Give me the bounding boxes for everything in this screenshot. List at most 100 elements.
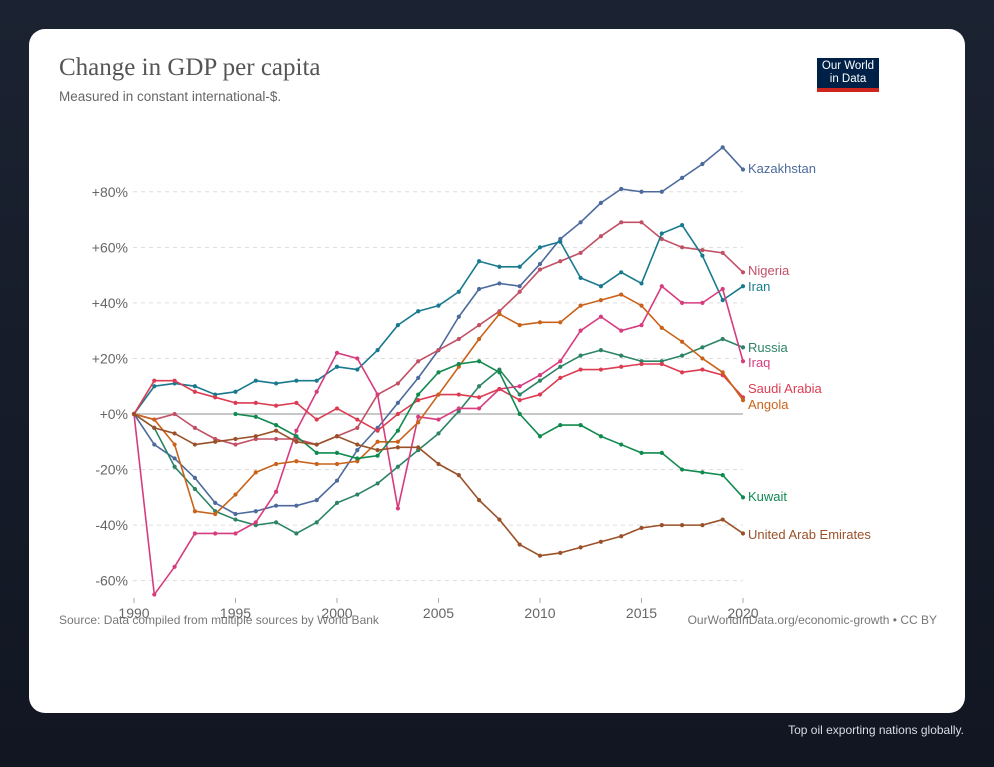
- data-point[interactable]: [334, 350, 340, 355]
- data-point[interactable]: [416, 414, 421, 419]
- data-point[interactable]: [639, 189, 644, 194]
- data-point[interactable]: [456, 336, 461, 342]
- data-point[interactable]: [192, 384, 197, 389]
- data-point[interactable]: [659, 231, 664, 236]
- data-point[interactable]: [720, 286, 725, 292]
- data-point[interactable]: [172, 564, 177, 569]
- data-point[interactable]: [477, 336, 482, 342]
- data-point[interactable]: [700, 300, 705, 305]
- data-point[interactable]: [416, 359, 421, 364]
- data-point[interactable]: [233, 492, 238, 497]
- data-point[interactable]: [537, 378, 543, 383]
- data-point[interactable]: [558, 423, 563, 428]
- data-point[interactable]: [355, 448, 360, 453]
- data-point[interactable]: [314, 461, 319, 467]
- data-point[interactable]: [619, 186, 624, 192]
- data-point[interactable]: [375, 481, 380, 486]
- data-point[interactable]: [680, 175, 685, 180]
- data-point[interactable]: [395, 400, 400, 405]
- data-point[interactable]: [416, 398, 421, 403]
- data-point[interactable]: [355, 356, 360, 361]
- data-point[interactable]: [334, 364, 340, 369]
- data-point[interactable]: [558, 364, 563, 369]
- series-angola[interactable]: [131, 292, 746, 517]
- data-point[interactable]: [578, 275, 583, 280]
- data-point[interactable]: [456, 289, 461, 294]
- data-point[interactable]: [416, 445, 421, 450]
- data-point[interactable]: [172, 431, 177, 436]
- data-point[interactable]: [233, 511, 238, 517]
- data-point[interactable]: [619, 220, 624, 225]
- data-point[interactable]: [395, 445, 400, 450]
- data-point[interactable]: [477, 259, 482, 264]
- data-point[interactable]: [598, 284, 604, 289]
- data-point[interactable]: [700, 247, 705, 253]
- data-point[interactable]: [274, 436, 279, 442]
- series-united-arab-emirates[interactable]: [131, 411, 746, 558]
- data-point[interactable]: [659, 284, 664, 289]
- data-point[interactable]: [680, 523, 685, 528]
- data-point[interactable]: [720, 298, 725, 303]
- data-point[interactable]: [436, 370, 441, 375]
- data-point[interactable]: [639, 303, 644, 308]
- data-point[interactable]: [578, 250, 583, 255]
- data-point[interactable]: [578, 220, 583, 225]
- data-point[interactable]: [680, 370, 685, 375]
- data-point[interactable]: [355, 442, 360, 447]
- data-point[interactable]: [517, 264, 522, 269]
- data-point[interactable]: [517, 542, 522, 547]
- data-point[interactable]: [700, 345, 705, 350]
- data-point[interactable]: [395, 506, 400, 511]
- data-point[interactable]: [659, 450, 664, 455]
- data-point[interactable]: [253, 414, 258, 419]
- data-point[interactable]: [213, 439, 218, 444]
- series-label-kuwait[interactable]: Kuwait: [748, 489, 787, 504]
- data-point[interactable]: [740, 167, 746, 172]
- data-point[interactable]: [334, 478, 340, 483]
- data-point[interactable]: [375, 428, 380, 433]
- data-point[interactable]: [355, 492, 360, 497]
- data-point[interactable]: [233, 436, 238, 442]
- data-point[interactable]: [294, 400, 299, 405]
- data-point[interactable]: [680, 467, 685, 472]
- data-point[interactable]: [456, 473, 461, 478]
- data-point[interactable]: [598, 298, 604, 303]
- data-point[interactable]: [314, 442, 319, 447]
- data-point[interactable]: [477, 359, 482, 364]
- data-point[interactable]: [700, 253, 705, 258]
- data-point[interactable]: [253, 400, 258, 405]
- data-point[interactable]: [416, 392, 421, 397]
- data-point[interactable]: [659, 361, 664, 367]
- data-point[interactable]: [740, 345, 746, 350]
- data-point[interactable]: [537, 261, 543, 267]
- data-point[interactable]: [740, 359, 746, 364]
- data-point[interactable]: [192, 531, 197, 536]
- data-point[interactable]: [233, 442, 238, 447]
- data-point[interactable]: [700, 356, 705, 361]
- data-point[interactable]: [537, 434, 543, 439]
- data-point[interactable]: [152, 378, 157, 383]
- data-point[interactable]: [537, 267, 543, 272]
- series-label-kazakhstan[interactable]: Kazakhstan: [748, 161, 816, 176]
- data-point[interactable]: [416, 420, 421, 425]
- data-point[interactable]: [334, 461, 340, 467]
- data-point[interactable]: [517, 284, 522, 289]
- series-line-kuwait[interactable]: [235, 360, 744, 498]
- series-iran[interactable]: [131, 222, 746, 417]
- data-point[interactable]: [456, 392, 461, 397]
- data-point[interactable]: [416, 309, 421, 314]
- data-point[interactable]: [659, 325, 664, 330]
- data-point[interactable]: [619, 292, 624, 297]
- data-point[interactable]: [659, 523, 664, 528]
- series-label-nigeria[interactable]: Nigeria: [748, 263, 790, 278]
- data-point[interactable]: [192, 442, 197, 447]
- data-point[interactable]: [456, 314, 461, 319]
- data-point[interactable]: [314, 498, 319, 503]
- data-point[interactable]: [233, 531, 238, 536]
- data-point[interactable]: [314, 389, 319, 394]
- data-point[interactable]: [558, 239, 563, 244]
- data-point[interactable]: [294, 531, 299, 536]
- data-point[interactable]: [294, 459, 299, 464]
- data-point[interactable]: [720, 336, 725, 342]
- data-point[interactable]: [456, 361, 461, 367]
